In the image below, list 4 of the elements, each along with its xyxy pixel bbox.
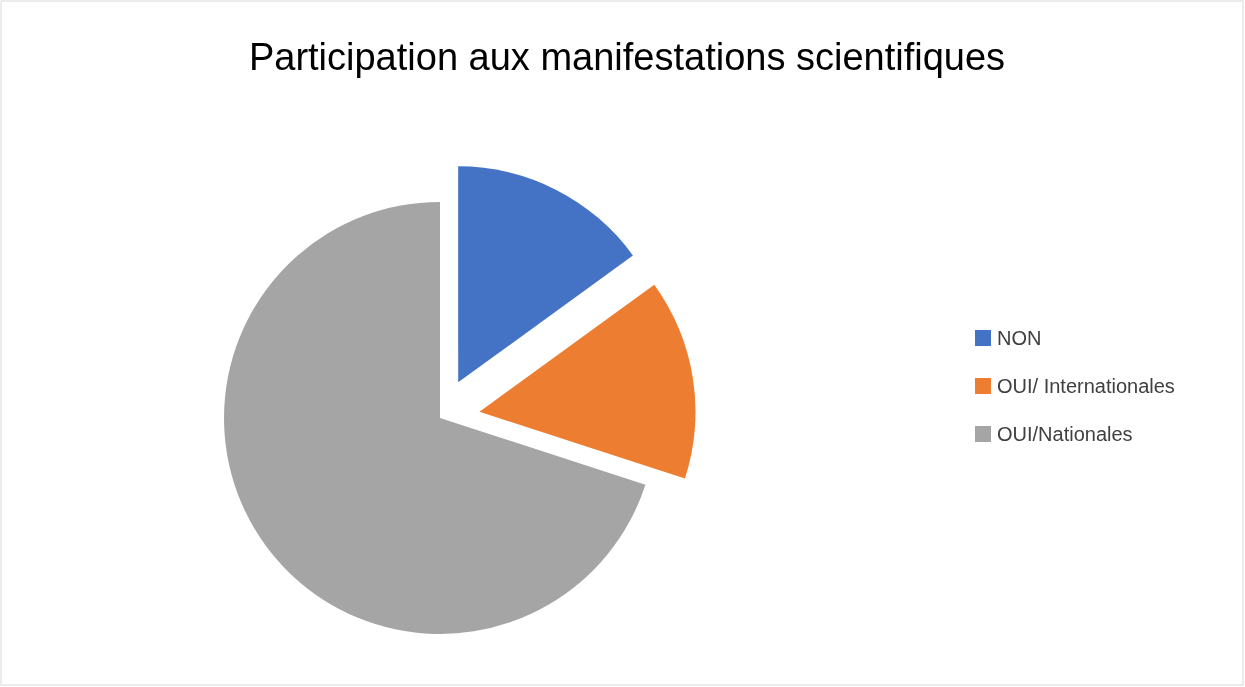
legend-label: OUI/ Internationales [997,375,1175,397]
chart-title: Participation aux manifestations scientifiques [248,36,1006,78]
legend-label: OUI/Nationales [997,423,1133,445]
legend-label: NON [997,327,1042,349]
